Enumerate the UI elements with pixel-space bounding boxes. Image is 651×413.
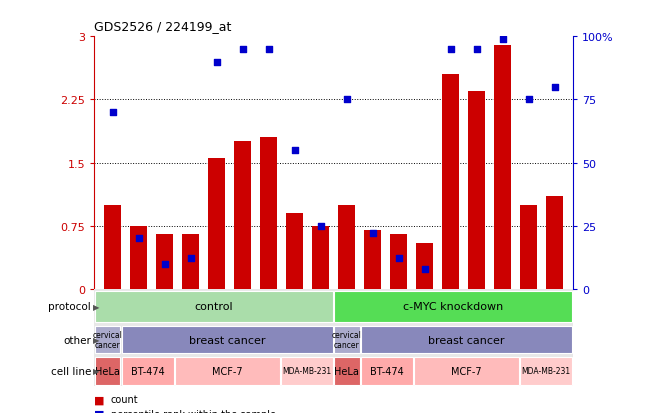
Text: MDA-MB-231: MDA-MB-231 xyxy=(283,366,331,375)
Point xyxy=(341,97,352,103)
Bar xyxy=(494,45,511,289)
Bar xyxy=(208,159,225,289)
Text: count: count xyxy=(111,394,138,404)
Bar xyxy=(442,75,459,289)
Point xyxy=(186,256,196,262)
Text: cell line: cell line xyxy=(51,366,91,376)
Point xyxy=(264,46,274,53)
Bar xyxy=(312,226,329,289)
Point xyxy=(393,256,404,262)
Text: MDA-MB-231: MDA-MB-231 xyxy=(521,366,571,375)
Text: ▶: ▶ xyxy=(93,366,100,375)
Text: ■: ■ xyxy=(94,394,105,404)
Text: cervical
cancer: cervical cancer xyxy=(92,330,122,349)
Bar xyxy=(95,357,120,385)
Bar xyxy=(286,214,303,289)
Point xyxy=(419,266,430,272)
Bar xyxy=(334,326,360,354)
Bar xyxy=(234,142,251,289)
Bar xyxy=(260,138,277,289)
Text: cervical
cancer: cervical cancer xyxy=(332,330,362,349)
Text: BT-474: BT-474 xyxy=(370,366,404,376)
Text: ■: ■ xyxy=(94,409,105,413)
Text: other: other xyxy=(63,335,91,345)
Bar xyxy=(334,357,360,385)
Bar xyxy=(414,357,519,385)
Bar xyxy=(364,230,381,289)
Text: control: control xyxy=(195,301,233,312)
Bar xyxy=(361,357,413,385)
Bar xyxy=(174,357,280,385)
Text: percentile rank within the sample: percentile rank within the sample xyxy=(111,409,275,413)
Point xyxy=(159,261,170,267)
Bar xyxy=(122,357,174,385)
Text: breast cancer: breast cancer xyxy=(428,335,505,345)
Bar xyxy=(95,326,120,354)
Bar xyxy=(416,243,433,289)
Text: BT-474: BT-474 xyxy=(131,366,165,376)
Bar xyxy=(281,357,333,385)
Point xyxy=(290,147,300,154)
Point xyxy=(133,235,144,242)
Bar xyxy=(546,197,563,289)
Text: MCF-7: MCF-7 xyxy=(451,366,482,376)
Text: c-MYC knockdown: c-MYC knockdown xyxy=(403,301,503,312)
Bar xyxy=(468,92,485,289)
Point xyxy=(238,46,248,53)
Point xyxy=(212,59,222,66)
Point xyxy=(471,46,482,53)
Text: breast cancer: breast cancer xyxy=(189,335,266,345)
Text: ▶: ▶ xyxy=(93,335,100,344)
Point xyxy=(497,36,508,43)
Bar xyxy=(520,357,572,385)
Bar xyxy=(390,235,407,289)
Bar xyxy=(130,226,147,289)
Text: ▶: ▶ xyxy=(93,302,100,311)
Point xyxy=(107,109,118,116)
Bar xyxy=(156,235,173,289)
Point xyxy=(367,230,378,237)
Bar xyxy=(182,235,199,289)
Bar xyxy=(95,291,333,323)
Bar xyxy=(122,326,333,354)
Text: HeLa: HeLa xyxy=(95,366,120,376)
Bar xyxy=(104,205,121,289)
Text: HeLa: HeLa xyxy=(335,366,359,376)
Point xyxy=(316,223,326,230)
Point xyxy=(523,97,534,103)
Text: MCF-7: MCF-7 xyxy=(212,366,243,376)
Point xyxy=(549,84,560,91)
Bar xyxy=(361,326,572,354)
Bar xyxy=(520,205,537,289)
Point xyxy=(445,46,456,53)
Bar xyxy=(334,291,572,323)
Text: protocol: protocol xyxy=(48,301,91,312)
Text: GDS2526 / 224199_at: GDS2526 / 224199_at xyxy=(94,20,232,33)
Bar xyxy=(338,205,355,289)
